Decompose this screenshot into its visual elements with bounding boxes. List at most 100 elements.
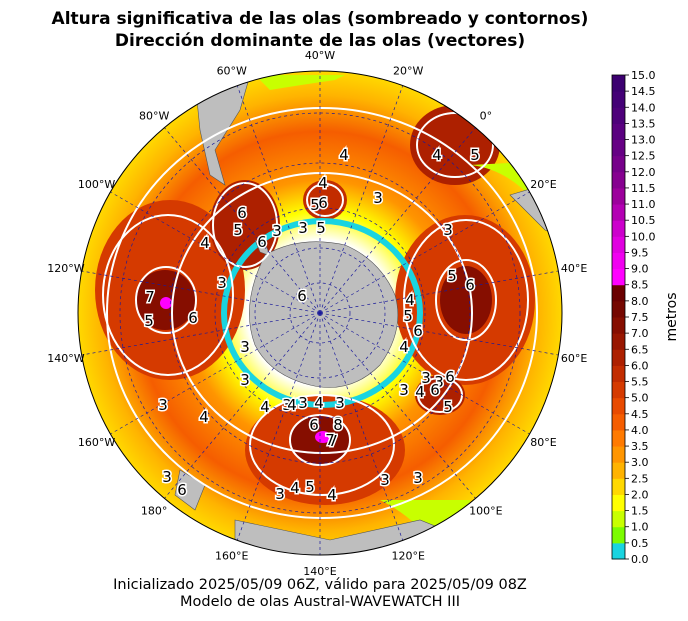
colorbar-tick-label: 7.5: [631, 311, 649, 324]
colorbar-swatch: [612, 365, 625, 383]
contour-label: 3: [421, 369, 431, 387]
longitude-label: 40°W: [305, 49, 335, 62]
longitude-label: 100°W: [78, 178, 115, 191]
meridian-line: [81, 312, 321, 356]
contour-label: 6: [237, 204, 247, 222]
contour-label: 3: [335, 394, 345, 412]
longitude-label: 140°W: [47, 352, 84, 365]
meridian-line: [236, 312, 321, 541]
colorbar-swatch: [612, 204, 625, 221]
storm-peak-south: [315, 431, 331, 443]
contour-label: 8: [333, 416, 343, 434]
contour-label: 5: [305, 478, 315, 496]
map-title: Altura significativa de las olas (sombre…: [51, 9, 589, 29]
meridian-line: [319, 270, 559, 314]
contour-label: 4: [287, 396, 297, 414]
meridian-line: [164, 127, 321, 314]
contour-label: 3: [275, 485, 285, 503]
colorbar-tick-label: 4.5: [631, 408, 649, 421]
contour-label: 4: [339, 146, 349, 164]
contour-lines: [102, 107, 538, 519]
meridian-line: [319, 127, 476, 314]
contour-label: 4: [290, 479, 300, 497]
contour-label: 3: [272, 222, 282, 240]
colorbar-tick-label: 13.0: [631, 134, 656, 147]
longitude-label: 160°W: [78, 436, 115, 449]
colorbar-tick-label: 15.0: [631, 69, 656, 82]
colorbar-swatch: [612, 139, 625, 157]
contour-label: 3: [282, 396, 292, 414]
colorbar-swatch: [612, 91, 625, 108]
contour-label: 6: [257, 233, 267, 251]
longitude-label: 140°E: [303, 565, 336, 578]
colorbar-tick-label: 2.5: [631, 472, 649, 485]
colorbar-swatch: [612, 300, 625, 318]
contour-label: 4: [399, 338, 409, 356]
meridian-line: [110, 312, 321, 435]
colorbar-swatch: [612, 107, 625, 124]
colorbar-swatch: [612, 317, 625, 334]
colorbar-tick-label: 1.5: [631, 505, 649, 518]
colorbar-swatch: [612, 510, 625, 528]
colorbar-tick-label: 8.5: [631, 279, 649, 292]
meridian-line: [319, 312, 404, 541]
contour-label: 3: [298, 394, 308, 412]
contour-label: 5: [233, 221, 243, 239]
contour-label: 4: [199, 408, 209, 426]
contour-label: 8: [333, 414, 343, 432]
map-boundary: [77, 70, 563, 556]
contour-label: 5: [470, 146, 480, 164]
contour-label: 6: [318, 194, 328, 212]
contour-label: 3: [434, 373, 444, 391]
colorbar-swatch: [612, 381, 625, 399]
colorbar-tick-label: 9.5: [631, 246, 649, 259]
longitude-label: 80°E: [530, 436, 556, 449]
contour-label: 6: [177, 481, 187, 499]
colorbar-tick-label: 2.0: [631, 488, 649, 501]
contour-label: 3: [399, 381, 409, 399]
sea-ice-edge: [221, 218, 423, 408]
contour-label: 3: [443, 221, 453, 239]
colorbar-tick-label: 13.5: [631, 117, 656, 130]
contour-label: 7: [145, 288, 155, 306]
longitude-label: 20°W: [393, 65, 423, 78]
colorbar-tick-label: 4.0: [631, 424, 649, 437]
contour-label: 4: [415, 383, 425, 401]
colorbar-tick-label: 14.0: [631, 101, 656, 114]
contour-label: 6: [188, 309, 198, 327]
map-subtitle: Dirección dominante de las olas (vectore…: [114, 31, 526, 51]
contour-label: 3: [298, 219, 308, 237]
colorbar-tick-label: 11.5: [631, 182, 656, 195]
colorbar-tick-label: 6.5: [631, 343, 649, 356]
colorbar-tick-label: 6.0: [631, 359, 649, 372]
colorbar-swatch: [612, 494, 625, 512]
colorbar-swatch: [612, 542, 625, 560]
colorbar-swatch: [612, 187, 625, 205]
contour-label: 3: [380, 471, 390, 489]
colorbar-tick-label: 11.0: [631, 198, 656, 211]
colorbar-tick-label: 1.0: [631, 521, 649, 534]
colorbar-tick-label: 3.0: [631, 456, 649, 469]
colorbar-swatch: [612, 75, 625, 92]
colorbar-tick-label: 10.5: [631, 214, 656, 227]
colorbar-ticks: 0.0 0.5 1.0 1.5 2.0 2.5 3.0 3.5 4.0 4.5 5.0 5.5 6.0 6…: [625, 69, 656, 566]
storm-cell-weddell: [303, 180, 347, 220]
meridian-line: [164, 312, 321, 499]
colorbar-tick-label: 12.0: [631, 166, 656, 179]
contour-label: 5: [144, 312, 154, 330]
contour-label: 3: [373, 189, 383, 207]
colorbar-swatch: [612, 333, 625, 350]
contour-label: 7: [325, 431, 335, 449]
colorbar-label: metros: [664, 292, 680, 341]
longitude-label: 0°: [480, 109, 493, 122]
calm-zone-north: [255, 75, 345, 90]
contour-label: 6: [465, 276, 475, 294]
map-disk: [78, 71, 562, 555]
colorbar-tick-label: 0.0: [631, 553, 649, 566]
contour-label: 6: [297, 287, 307, 305]
storm-core-east: [440, 266, 492, 334]
longitude-label: 80°W: [139, 109, 169, 122]
footer-init-time: Inicializado 2025/05/09 06Z, válido para…: [113, 577, 527, 593]
colorbar-swatch: [612, 462, 625, 479]
